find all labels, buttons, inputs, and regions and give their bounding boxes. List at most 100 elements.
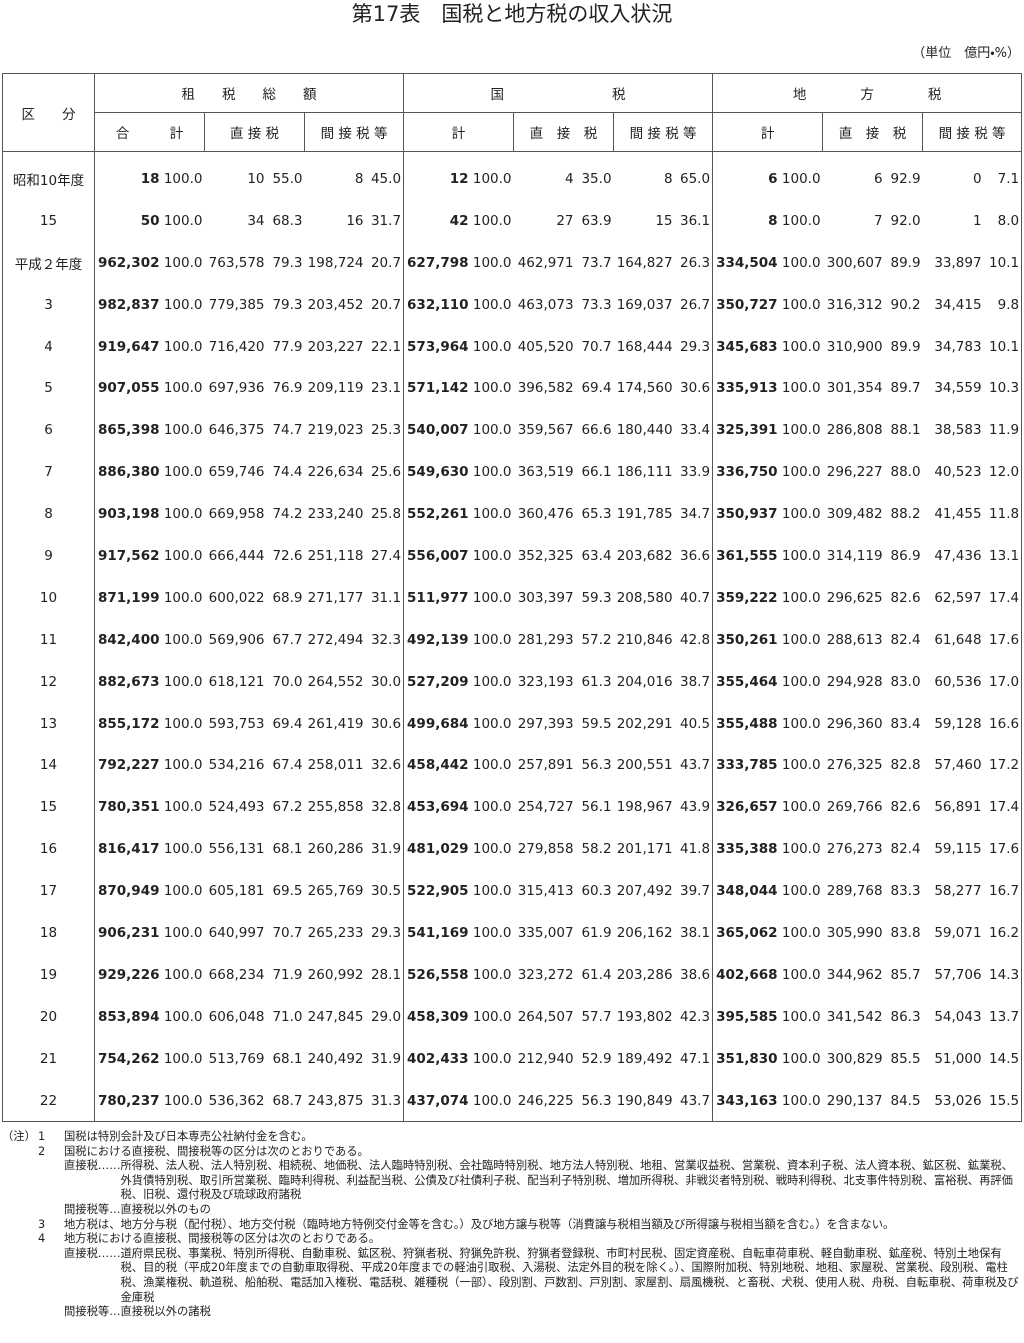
percent-cell: 61.3 xyxy=(581,673,612,690)
amount-cell: 779,385 xyxy=(208,296,265,313)
row-label: 18 xyxy=(39,924,58,941)
percent-cell: 100.0 xyxy=(163,924,203,941)
percent-cell: 29.3 xyxy=(680,338,711,355)
percent-cell: 100.0 xyxy=(781,1092,821,1109)
amount-cell: 437,074 xyxy=(403,1079,471,1122)
amount-cell: 335,388 xyxy=(712,828,780,871)
percent-cell: 100.0 xyxy=(781,212,821,229)
percent-cell: 100.0 xyxy=(472,673,512,690)
percent-cell: 100.0 xyxy=(472,1008,512,1025)
amount-cell: 336,750 xyxy=(712,451,780,494)
amount-cell: 203,227 xyxy=(307,338,364,355)
note-sub-text: 直接税以外のもの xyxy=(120,1202,211,1216)
percent-cell: 10.1 xyxy=(989,254,1020,271)
amount-cell: 42 xyxy=(403,199,471,242)
amount-cell: 276,273 xyxy=(826,841,883,858)
title: 第17表 国税と地方税の収入状況 xyxy=(351,2,673,26)
amount-cell: 57,460 xyxy=(934,757,982,774)
percent-cell: 92.9 xyxy=(890,170,921,187)
percent-cell: 100.0 xyxy=(781,715,821,732)
amount-cell: 15 xyxy=(655,212,673,229)
percent-cell: 100.0 xyxy=(163,631,203,648)
amount-cell: 549,630 xyxy=(403,451,471,494)
percent-cell: 88.1 xyxy=(890,422,921,439)
percent-cell: 100.0 xyxy=(163,464,203,481)
sub-header: 直 接 税 xyxy=(822,112,924,152)
amount-cell: 405,520 xyxy=(517,338,574,355)
amount-cell: 792,227 xyxy=(94,744,162,787)
amount-cell: 202,291 xyxy=(616,715,673,732)
amount-cell: 279,858 xyxy=(517,841,574,858)
amount-cell: 260,286 xyxy=(307,841,364,858)
amount-cell: 627,798 xyxy=(403,241,471,284)
percent-cell: 74.7 xyxy=(272,422,303,439)
amount-cell: 334,504 xyxy=(712,241,780,284)
percent-cell: 13.7 xyxy=(989,1008,1020,1025)
amount-cell: 41,455 xyxy=(934,506,982,523)
amount-cell: 855,172 xyxy=(94,702,162,745)
data-row: 9 917,562 100.0 666,444 72.6 251,118 27.4 556,0… xyxy=(3,535,1022,577)
percent-cell: 11.8 xyxy=(989,506,1020,523)
data-row: 13 855,172 100.0 593,753 69.4 261,419 30.6 499,… xyxy=(3,702,1022,745)
percent-cell: 100.0 xyxy=(781,380,821,397)
amount-cell: 201,171 xyxy=(616,841,673,858)
amount-cell: 296,360 xyxy=(826,715,883,732)
percent-cell: 29.3 xyxy=(370,924,402,941)
amount-cell: 780,237 xyxy=(94,1079,162,1122)
amount-cell: 210,846 xyxy=(616,631,673,648)
percent-cell: 58.2 xyxy=(581,841,612,858)
amount-cell: 315,413 xyxy=(517,883,574,900)
row-label: 昭和10年度 xyxy=(12,172,85,189)
data-row: 10 871,199 100.0 600,022 68.9 271,177 31.1 511,… xyxy=(3,576,1022,619)
percent-cell: 100.0 xyxy=(781,841,821,858)
percent-cell: 26.3 xyxy=(680,254,711,271)
note-number: 1 xyxy=(38,1130,46,1143)
sub-header: 直 接 税 xyxy=(513,112,615,152)
percent-cell: 100.0 xyxy=(472,170,512,187)
percent-cell: 30.6 xyxy=(680,380,711,397)
amount-cell: 907,055 xyxy=(94,367,162,410)
note-item: 3 地方税は、地方分与税（配付税）、地方交付税（臨時地方特例交付金等を含む。）及び… xyxy=(2,1218,1022,1233)
percent-cell: 17.6 xyxy=(989,841,1020,858)
amount-cell: 343,163 xyxy=(712,1079,780,1122)
percent-cell: 100.0 xyxy=(781,547,821,564)
row-label: 14 xyxy=(39,757,58,774)
amount-cell: 296,625 xyxy=(826,589,883,606)
percent-cell: 100.0 xyxy=(163,1050,203,1067)
percent-cell: 100.0 xyxy=(163,1092,203,1109)
data-row: 21 754,262 100.0 513,769 68.1 240,492 31.9 402,… xyxy=(3,1037,1022,1080)
percent-cell: 88.2 xyxy=(890,506,921,523)
sub-header: 直 接 税 xyxy=(204,112,305,152)
percent-cell: 16.2 xyxy=(989,924,1020,941)
amount-cell: 527,209 xyxy=(403,660,471,703)
amount-cell: 180,440 xyxy=(616,422,673,439)
amount-cell: 345,683 xyxy=(712,325,780,368)
amount-cell: 906,231 xyxy=(94,912,162,954)
percent-cell: 83.3 xyxy=(890,883,921,900)
percent-cell: 70.7 xyxy=(272,924,303,941)
percent-cell: 73.3 xyxy=(581,296,612,313)
amount-cell: 303,397 xyxy=(517,589,574,606)
percent-cell: 33.9 xyxy=(680,464,711,481)
percent-cell: 38.7 xyxy=(680,673,711,690)
percent-cell: 100.0 xyxy=(472,506,512,523)
percent-cell: 70.7 xyxy=(581,338,612,355)
amount-cell: 350,937 xyxy=(712,493,780,536)
percent-cell: 88.0 xyxy=(890,464,921,481)
percent-cell: 7.1 xyxy=(997,170,1020,187)
percent-cell: 60.3 xyxy=(581,883,612,900)
percent-cell: 31.9 xyxy=(370,841,402,858)
percent-cell: 66.6 xyxy=(581,422,612,439)
percent-cell: 100.0 xyxy=(472,547,512,564)
note-text: 国税は特別会計及び日本専売公社納付金を含む。 xyxy=(64,1130,313,1143)
sub-header: 合 計 xyxy=(94,112,205,152)
percent-cell: 100.0 xyxy=(163,338,203,355)
amount-cell: 360,476 xyxy=(517,506,574,523)
amount-cell: 276,325 xyxy=(826,757,883,774)
percent-cell: 100.0 xyxy=(472,631,512,648)
percent-cell: 31.1 xyxy=(370,589,402,606)
percent-cell: 100.0 xyxy=(472,380,512,397)
note-text: 地方税における直接税、間接税等の区分は次のとおりである。 xyxy=(64,1232,381,1246)
amount-cell: 640,997 xyxy=(208,924,265,941)
